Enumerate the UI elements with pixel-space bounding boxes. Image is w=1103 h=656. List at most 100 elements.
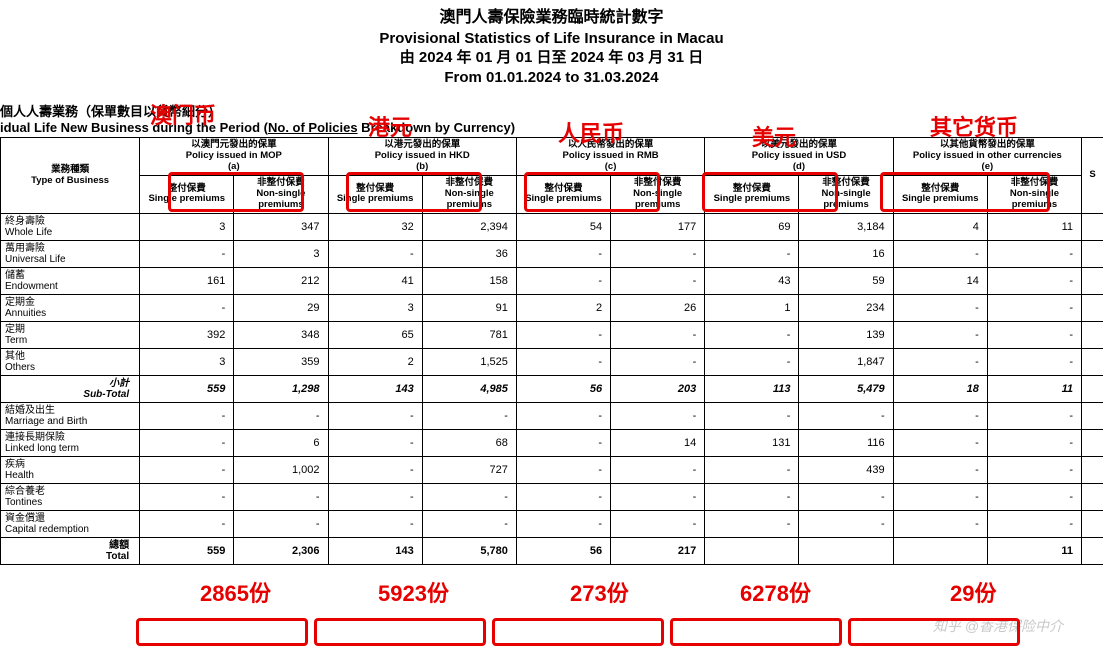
- cell-overflow: [1082, 510, 1103, 537]
- cell-value: -: [611, 348, 705, 375]
- cell-value: -: [516, 402, 610, 429]
- col-group-other: 以其他貨幣發出的保單 Policy issued in other curren…: [893, 138, 1081, 176]
- cell-value: -: [611, 267, 705, 294]
- cell-value: 2: [516, 294, 610, 321]
- cell-value: -: [705, 348, 799, 375]
- cell-value: 217: [611, 537, 705, 564]
- subhead-en-pre: idual Life New Business during the Perio…: [0, 120, 268, 135]
- table-row: 總額Total5592,3061435,7805621711: [1, 537, 1103, 564]
- cell-value: 113: [705, 375, 799, 402]
- cell-value: -: [799, 483, 893, 510]
- cell-value: 143: [328, 375, 422, 402]
- anno-count-mop: 2865份: [200, 576, 271, 608]
- row-label: 終身壽險Whole Life: [1, 213, 140, 240]
- cell-value: 1,847: [799, 348, 893, 375]
- cell-value: -: [705, 456, 799, 483]
- subheader-row: 整付保費Single premiums非整付保費Non-single premi…: [1, 176, 1103, 214]
- cell-value: 158: [422, 267, 516, 294]
- table-head: 業務種類 Type of Business 以澳門元發出的保單 Policy i…: [1, 138, 1103, 214]
- cell-value: -: [422, 510, 516, 537]
- watermark: 知乎 @香港保险中介: [933, 616, 1063, 636]
- grp4-tag: (e): [982, 161, 994, 172]
- cell-value: -: [799, 510, 893, 537]
- cell-value: [705, 537, 799, 564]
- cell-value: [799, 537, 893, 564]
- table-body: 終身壽險Whole Life3347322,39454177693,184411…: [1, 213, 1103, 564]
- anno-count-hkd: 5923份: [378, 576, 449, 608]
- grp0-cn: 以澳門元發出的保單: [191, 139, 277, 150]
- section-subhead-en: idual Life New Business during the Perio…: [0, 120, 1103, 135]
- cell-value: -: [705, 321, 799, 348]
- cell-value: 14: [611, 429, 705, 456]
- subcol-single: 整付保費Single premiums: [328, 176, 422, 214]
- grp4-en: Policy issued in other currencies: [913, 150, 1062, 161]
- cell-value: 559: [140, 375, 234, 402]
- cell-value: -: [893, 510, 987, 537]
- cell-value: 781: [422, 321, 516, 348]
- row-label: 資金償還Capital redemption: [1, 510, 140, 537]
- subcol-nonsingle: 非整付保費Non-single premiums: [987, 176, 1081, 214]
- cell-value: 2,306: [234, 537, 328, 564]
- table-row: 小計Sub-Total5591,2981434,985562031135,479…: [1, 375, 1103, 402]
- cell-overflow: [1082, 267, 1103, 294]
- statistics-table: 業務種類 Type of Business 以澳門元發出的保單 Policy i…: [0, 137, 1103, 565]
- cell-value: 234: [799, 294, 893, 321]
- cell-value: 11: [987, 213, 1081, 240]
- table-row: 疾病Health-1,002-727---439--: [1, 456, 1103, 483]
- cell-value: 131: [705, 429, 799, 456]
- cell-value: -: [140, 510, 234, 537]
- table-row: 終身壽險Whole Life3347322,39454177693,184411: [1, 213, 1103, 240]
- cell-value: -: [611, 402, 705, 429]
- subcol-nonsingle: 非整付保費Non-single premiums: [422, 176, 516, 214]
- grp4-cn: 以其他貨幣發出的保單: [940, 139, 1035, 150]
- cell-value: -: [893, 456, 987, 483]
- cell-value: 1,525: [422, 348, 516, 375]
- cell-value: -: [516, 348, 610, 375]
- anno-count-rmb: 273份: [570, 576, 629, 608]
- cell-value: -: [328, 456, 422, 483]
- cell-value: 161: [140, 267, 234, 294]
- cell-value: -: [516, 240, 610, 267]
- cell-value: 2,394: [422, 213, 516, 240]
- row-label: 萬用壽險Universal Life: [1, 240, 140, 267]
- cell-value: 43: [705, 267, 799, 294]
- cell-value: -: [987, 321, 1081, 348]
- cell-value: -: [234, 510, 328, 537]
- row-label: 結婚及出生Marriage and Birth: [1, 402, 140, 429]
- cell-value: 1: [705, 294, 799, 321]
- cell-overflow: [1082, 321, 1103, 348]
- cell-value: -: [140, 402, 234, 429]
- cell-value: 3: [328, 294, 422, 321]
- period-cn: 由 2024 年 01 月 01 日至 2024 年 03 月 31 日: [0, 48, 1103, 68]
- row-label: 小計Sub-Total: [1, 375, 140, 402]
- cell-overflow: [1082, 402, 1103, 429]
- cell-value: -: [987, 402, 1081, 429]
- grp2-en: Policy issued in RMB: [563, 150, 659, 161]
- cell-value: -: [611, 321, 705, 348]
- grp1-en: Policy issued in HKD: [375, 150, 470, 161]
- redbox-total-rmb: [492, 618, 664, 646]
- cell-value: 3: [140, 348, 234, 375]
- cell-value: -: [328, 402, 422, 429]
- cell-value: -: [987, 483, 1081, 510]
- cell-value: -: [516, 321, 610, 348]
- cell-value: -: [516, 267, 610, 294]
- cell-value: -: [705, 510, 799, 537]
- cell-value: 2: [328, 348, 422, 375]
- redbox-total-mop: [136, 618, 308, 646]
- redbox-total-usd: [670, 618, 842, 646]
- cell-value: 16: [799, 240, 893, 267]
- row-label: 連接長期保險Linked long term: [1, 429, 140, 456]
- cell-value: -: [516, 510, 610, 537]
- cell-overflow: [1082, 483, 1103, 510]
- cell-value: 69: [705, 213, 799, 240]
- grp2-cn: 以人民幣發出的保單: [568, 139, 654, 150]
- cell-value: 59: [799, 267, 893, 294]
- col-group-hkd: 以港元發出的保單 Policy issued in HKD (b): [328, 138, 516, 176]
- table-row: 定期金Annuities-293912261234--: [1, 294, 1103, 321]
- row-label: 總額Total: [1, 537, 140, 564]
- subcol-single: 整付保費Single premiums: [705, 176, 799, 214]
- grp1-cn: 以港元發出的保單: [384, 139, 460, 150]
- subcol-single: 整付保費Single premiums: [516, 176, 610, 214]
- cell-value: -: [987, 456, 1081, 483]
